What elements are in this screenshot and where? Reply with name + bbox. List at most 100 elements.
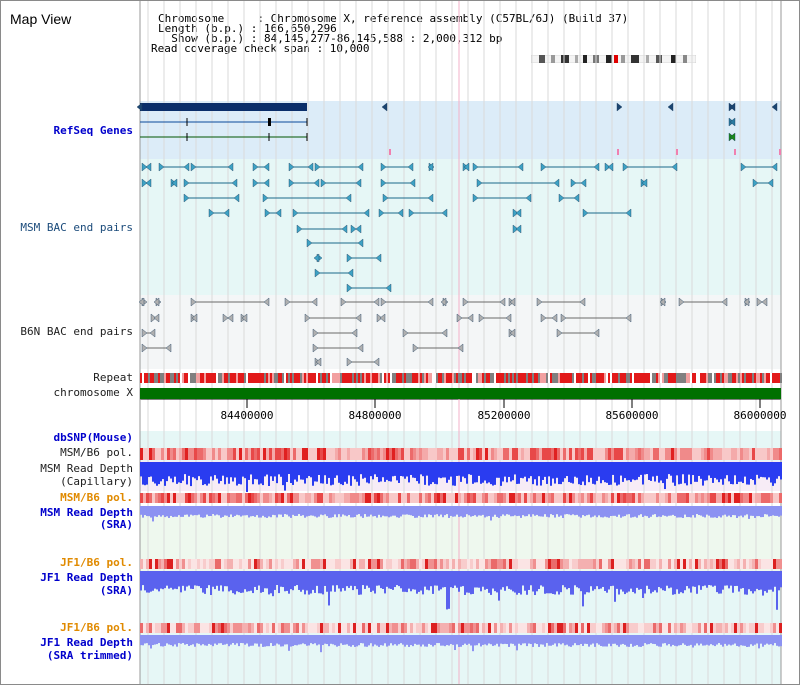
msm-bac-label[interactable]: MSM BAC end pairs — [20, 221, 133, 234]
bac-end — [457, 343, 464, 353]
depth-bar — [566, 571, 568, 590]
depth-bar — [616, 635, 618, 646]
polymorphism-cell — [539, 559, 542, 569]
depth-bar — [488, 571, 490, 593]
depth-bar — [164, 571, 166, 589]
depth-bar — [336, 635, 338, 647]
repeat-element — [196, 373, 198, 383]
bac-end — [409, 178, 416, 188]
depth-bar — [480, 635, 482, 647]
polymorphism-cell — [383, 493, 386, 503]
depth-bar — [198, 635, 200, 644]
depth-bar — [422, 462, 424, 477]
jf1-b6-pol-trim-label[interactable]: JF1/B6 pol. — [60, 621, 133, 634]
depth-bar — [398, 571, 400, 587]
polymorphism-cell — [422, 559, 425, 569]
depth-bar — [466, 571, 468, 593]
repeat-element — [288, 373, 290, 383]
polymorphism-cell — [497, 623, 500, 633]
polymorphism-cell — [707, 493, 710, 503]
polymorphism-cell — [548, 448, 551, 460]
bac-end — [427, 297, 434, 307]
depth-bar — [708, 635, 710, 646]
jf1-depth-sra-label[interactable]: JF1 Read Depth — [40, 571, 133, 584]
repeat-element — [290, 373, 292, 383]
bac-end — [183, 178, 190, 188]
depth-bar — [466, 462, 468, 484]
depth-bar — [688, 462, 690, 475]
depth-bar — [734, 506, 736, 516]
polymorphism-cell — [512, 448, 515, 460]
depth-bar — [420, 635, 422, 647]
polymorphism-cell — [302, 448, 305, 460]
polymorphism-cell — [545, 493, 548, 503]
depth-bar — [520, 571, 522, 595]
jf1-b6-pol-label[interactable]: JF1/B6 pol. — [60, 556, 133, 569]
depth-bar — [156, 462, 158, 486]
depth-bar — [512, 635, 514, 644]
repeat-element — [542, 373, 544, 383]
depth-bar — [324, 506, 326, 515]
depth-bar — [178, 635, 180, 644]
bac-end — [357, 238, 364, 248]
depth-bar — [644, 571, 646, 594]
repeat-element — [588, 373, 590, 383]
msm-depth-cap-label[interactable]: MSM Read Depth — [40, 462, 133, 475]
repeat-element — [482, 373, 484, 383]
dbsnp-label[interactable]: dbSNP(Mouse) — [53, 431, 133, 444]
depth-bar — [736, 506, 738, 519]
polymorphism-cell — [464, 448, 467, 460]
depth-bar — [142, 635, 144, 646]
polymorphism-cell — [278, 493, 281, 503]
depth-bar — [170, 571, 172, 588]
polymorphism-cell — [512, 559, 515, 569]
depth-bar — [260, 635, 262, 644]
depth-bar — [612, 635, 614, 644]
polymorphism-cell — [710, 559, 713, 569]
msm-depth-sra-label[interactable]: MSM Read Depth — [40, 506, 133, 519]
depth-bar — [686, 635, 688, 646]
depth-bar — [228, 506, 230, 518]
depth-bar — [148, 571, 150, 593]
depth-bar — [350, 506, 352, 518]
depth-bar — [620, 635, 622, 645]
bac-end — [312, 328, 319, 338]
polymorphism-cell — [578, 448, 581, 460]
polymorphism-cell — [281, 559, 284, 569]
bac-end — [345, 193, 352, 203]
depth-bar — [334, 571, 336, 592]
depth-bar — [240, 635, 242, 644]
jf1-depth-trim-label[interactable]: JF1 Read Depth — [40, 636, 133, 649]
polymorphism-cell — [560, 493, 563, 503]
depth-bar — [164, 506, 166, 518]
depth-bar — [664, 571, 666, 591]
polymorphism-cell — [452, 623, 455, 633]
depth-bar — [470, 571, 472, 595]
depth-bar — [460, 462, 462, 482]
depth-bar — [316, 506, 318, 518]
depth-bar — [468, 506, 470, 516]
depth-bar — [446, 506, 448, 515]
depth-bar — [292, 462, 294, 485]
repeat-element — [358, 373, 360, 383]
b6n-bac-label[interactable]: B6N BAC end pairs — [20, 325, 133, 338]
chromosome-bar[interactable] — [140, 388, 781, 399]
refseq-genes-label[interactable]: RefSeq Genes — [53, 124, 133, 137]
polymorphism-cell — [443, 623, 446, 633]
depth-bar — [522, 635, 524, 644]
depth-bar — [434, 462, 436, 484]
msm-b6-pol-label[interactable]: MSM/B6 pol. — [60, 446, 133, 459]
depth-bar — [430, 462, 432, 485]
depth-bar — [576, 462, 578, 478]
depth-bar — [768, 506, 770, 517]
depth-bar — [714, 635, 716, 647]
polymorphism-cell — [521, 493, 524, 503]
depth-bar — [182, 635, 184, 644]
polymorphism-cell — [191, 623, 194, 633]
bac-end — [263, 178, 270, 188]
depth-bar — [234, 635, 236, 645]
msm-b6-pol-sra-label[interactable]: MSM/B6 pol. — [60, 491, 133, 504]
repeat-element — [462, 373, 464, 383]
depth-bar — [590, 462, 592, 478]
